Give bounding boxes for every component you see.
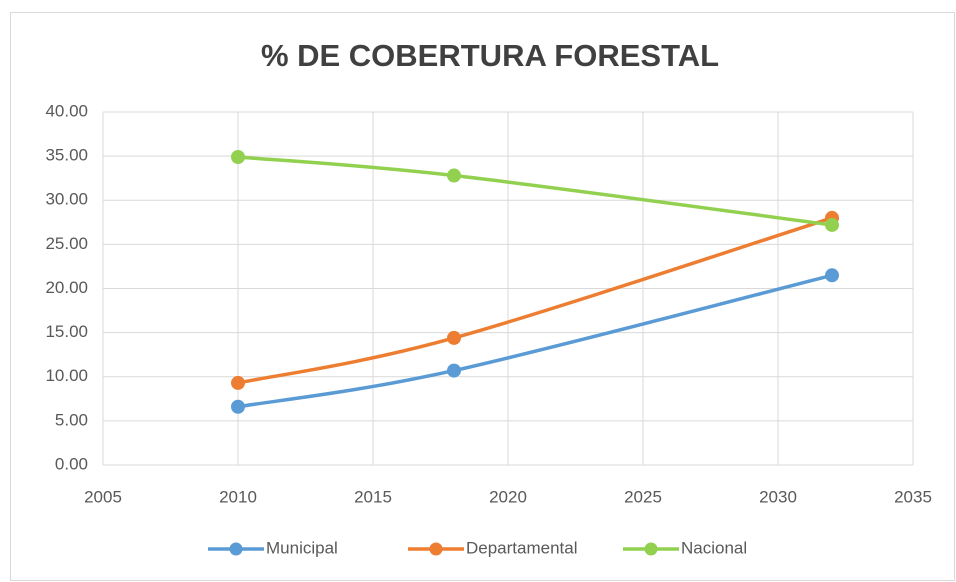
data-point bbox=[447, 168, 461, 183]
legend-label: Departamental bbox=[466, 538, 578, 557]
y-tick-label: 0.00 bbox=[55, 454, 88, 473]
y-tick-label: 40.00 bbox=[45, 101, 88, 120]
y-tick-label: 25.00 bbox=[45, 234, 88, 253]
data-point bbox=[231, 375, 245, 390]
data-point bbox=[231, 150, 245, 165]
y-tick-label: 35.00 bbox=[45, 146, 88, 165]
y-tick-label: 15.00 bbox=[45, 322, 88, 341]
series-line bbox=[236, 155, 834, 227]
series-line bbox=[236, 273, 834, 409]
data-point bbox=[231, 399, 245, 414]
x-tick-label: 2010 bbox=[219, 487, 257, 506]
x-tick-label: 2020 bbox=[489, 487, 527, 506]
legend-label: Municipal bbox=[266, 538, 338, 557]
x-tick-label: 2005 bbox=[84, 487, 122, 506]
data-point bbox=[825, 217, 839, 232]
x-tick-label: 2015 bbox=[354, 487, 392, 506]
y-tick-label: 30.00 bbox=[45, 190, 88, 209]
data-point bbox=[447, 330, 461, 345]
chart-title: % DE COBERTURA FORESTAL bbox=[261, 38, 719, 73]
y-tick-label: 10.00 bbox=[45, 366, 88, 385]
x-tick-label: 2025 bbox=[624, 487, 662, 506]
legend-label: Nacional bbox=[681, 538, 747, 557]
chart-border bbox=[10, 12, 955, 581]
legend-marker bbox=[644, 542, 658, 556]
series-line bbox=[236, 216, 834, 385]
data-point bbox=[825, 268, 839, 283]
y-tick-label: 5.00 bbox=[55, 410, 88, 429]
x-tick-label: 2030 bbox=[759, 487, 797, 506]
x-tick-label: 2035 bbox=[894, 487, 932, 506]
legend-marker bbox=[429, 542, 443, 556]
y-tick-label: 20.00 bbox=[45, 278, 88, 297]
legend-marker bbox=[229, 542, 243, 556]
data-point bbox=[447, 363, 461, 378]
